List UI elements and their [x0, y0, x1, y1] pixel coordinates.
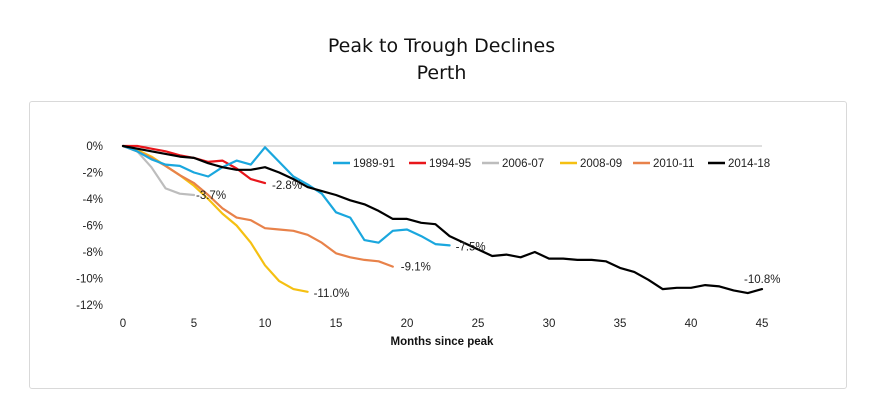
x-axis-ticks: 0 5 10 15 20 25 30 35 40 45 [120, 318, 769, 330]
legend-label: 1989-91 [353, 158, 395, 170]
end-label-1994-95: -2.8% [272, 180, 302, 192]
y-tick-label: -8% [83, 247, 103, 259]
x-tick-label: 45 [756, 318, 769, 330]
x-tick-label: 10 [259, 318, 272, 330]
x-tick-label: 35 [614, 318, 627, 330]
y-tick-label: 0% [86, 141, 103, 153]
x-tick-label: 30 [543, 318, 556, 330]
chart-subtitle: Perth [416, 62, 467, 84]
legend-item-1989-91: 1989-91 [333, 158, 395, 170]
x-tick-label: 40 [685, 318, 698, 330]
legend-label: 1994-95 [429, 158, 471, 170]
series-lines [121, 144, 764, 295]
y-axis-ticks: 0% -2% -4% -6% -8% -10% -12% [76, 141, 103, 312]
x-tick-label: 15 [330, 318, 343, 330]
series-line-1989-91 [121, 144, 451, 247]
y-tick-label: -4% [83, 194, 103, 206]
end-label-1989-91: -7.5% [456, 241, 486, 253]
legend-item-2010-11: 2010-11 [633, 158, 694, 170]
end-label-2006-07: -3.7% [196, 190, 226, 202]
end-label-2014-18: -10.8% [744, 274, 780, 286]
end-labels: -7.5% -2.8% -3.7% -11.0% -9.1% -10.8% [196, 180, 780, 300]
end-label-2010-11: -9.1% [401, 262, 431, 274]
series-line-1994-95 [121, 144, 267, 185]
legend-item-2006-07: 2006-07 [482, 158, 544, 170]
x-tick-label: 0 [120, 318, 126, 330]
series-line-2014-18 [121, 144, 764, 295]
y-tick-label: -12% [76, 300, 103, 312]
y-tick-label: -6% [83, 221, 103, 233]
legend-label: 2008-09 [580, 158, 622, 170]
x-tick-label: 25 [472, 318, 485, 330]
legend: 1989-91 1994-95 2006-07 2008-09 2010-11 2014-… [333, 158, 770, 170]
legend-label: 2006-07 [502, 158, 544, 170]
end-label-2008-09: -11.0% [314, 288, 350, 300]
x-tick-label: 20 [401, 318, 414, 330]
x-axis-label: Months since peak [391, 336, 494, 348]
legend-item-2014-18: 2014-18 [708, 158, 770, 170]
chart-title: Peak to Trough Declines [327, 35, 556, 57]
y-tick-label: -2% [83, 168, 103, 180]
series-line-2010-11 [121, 144, 394, 268]
x-tick-label: 5 [191, 318, 197, 330]
legend-item-1994-95: 1994-95 [409, 158, 471, 170]
y-tick-label: -10% [76, 274, 103, 286]
legend-label: 2014-18 [728, 158, 770, 170]
legend-label: 2010-11 [653, 158, 694, 170]
legend-item-2008-09: 2008-09 [560, 158, 622, 170]
